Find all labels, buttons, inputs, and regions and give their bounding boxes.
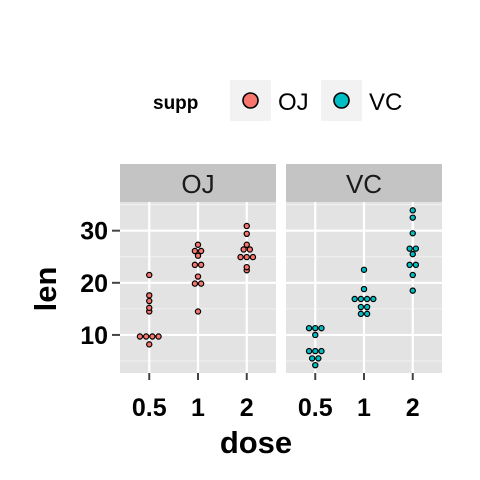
y-tick-label: 30 <box>80 218 108 246</box>
data-point <box>146 304 153 312</box>
data-point <box>351 295 358 303</box>
data-point <box>412 245 420 252</box>
x-tick-label: 1 <box>191 394 205 422</box>
legend-entry-vc: VC <box>321 80 402 121</box>
y-axis-label: len <box>28 267 63 312</box>
data-point <box>363 310 371 318</box>
data-point <box>412 261 420 269</box>
data-point <box>243 230 250 238</box>
data-point <box>194 241 202 248</box>
data-point <box>312 347 319 355</box>
data-point <box>409 250 416 258</box>
data-point <box>149 333 156 340</box>
data-point <box>308 355 316 362</box>
data-point <box>312 361 319 369</box>
facet-strip <box>120 164 276 202</box>
x-tick-label: 0.5 <box>132 394 167 422</box>
data-point <box>360 266 368 273</box>
data-point <box>249 253 257 261</box>
data-point <box>406 261 413 269</box>
data-point <box>370 295 377 303</box>
data-point <box>363 303 371 311</box>
facet-strip-label: VC <box>346 169 382 199</box>
data-point <box>318 347 325 355</box>
data-point <box>409 271 416 279</box>
legend: supp OJ VC <box>153 80 402 121</box>
data-point <box>357 310 365 318</box>
x-axis: 0.5 1 2 0.5 1 2 <box>132 373 420 422</box>
x-tick-label: 2 <box>240 394 254 422</box>
data-point <box>246 246 254 253</box>
data-point <box>146 292 153 299</box>
data-point <box>243 222 250 230</box>
facet-panel-oj: OJ <box>120 164 276 373</box>
data-point <box>194 252 202 259</box>
data-point <box>197 261 205 269</box>
y-tick-label: 10 <box>80 322 108 350</box>
data-point <box>357 295 365 303</box>
facet-panel-vc: VC <box>286 164 442 373</box>
data-point <box>146 271 153 279</box>
data-point <box>409 287 416 294</box>
data-point <box>191 261 199 269</box>
legend-label: OJ <box>278 89 309 116</box>
data-point <box>305 324 313 332</box>
data-point <box>194 308 202 315</box>
data-point <box>243 263 250 271</box>
data-point <box>243 241 250 248</box>
data-point <box>360 285 368 293</box>
data-point <box>191 247 199 255</box>
x-axis-label: dose <box>220 425 292 460</box>
x-tick-label: 0.5 <box>298 394 333 422</box>
data-point <box>142 333 150 340</box>
y-axis: 10 20 30 <box>80 218 120 350</box>
data-point <box>305 347 313 355</box>
legend-label: VC <box>369 89 402 116</box>
data-point <box>312 331 319 339</box>
data-point <box>155 333 162 340</box>
data-point <box>363 295 371 303</box>
legend-point <box>333 92 350 109</box>
data-point <box>197 247 205 255</box>
data-point <box>191 280 199 287</box>
data-point <box>318 324 325 332</box>
data-point <box>237 253 244 261</box>
legend-point <box>242 92 259 109</box>
data-point <box>136 333 144 340</box>
data-point <box>406 245 413 252</box>
data-point <box>194 273 202 280</box>
facet-strip-label: OJ <box>181 169 214 199</box>
data-point <box>409 207 416 214</box>
data-point <box>146 297 153 305</box>
data-point <box>409 214 416 221</box>
data-point <box>357 303 365 311</box>
y-tick-label: 20 <box>80 270 108 298</box>
facet-strip <box>286 164 442 202</box>
x-tick-label: 2 <box>406 394 420 422</box>
data-point <box>243 253 250 261</box>
data-point <box>409 230 416 237</box>
legend-entry-oj: OJ <box>230 80 309 121</box>
data-point <box>312 324 319 332</box>
data-point <box>197 280 205 287</box>
data-point <box>240 246 247 253</box>
data-point <box>146 341 153 348</box>
x-tick-label: 1 <box>357 394 371 422</box>
legend-title: supp <box>153 93 198 114</box>
data-point <box>315 355 322 362</box>
